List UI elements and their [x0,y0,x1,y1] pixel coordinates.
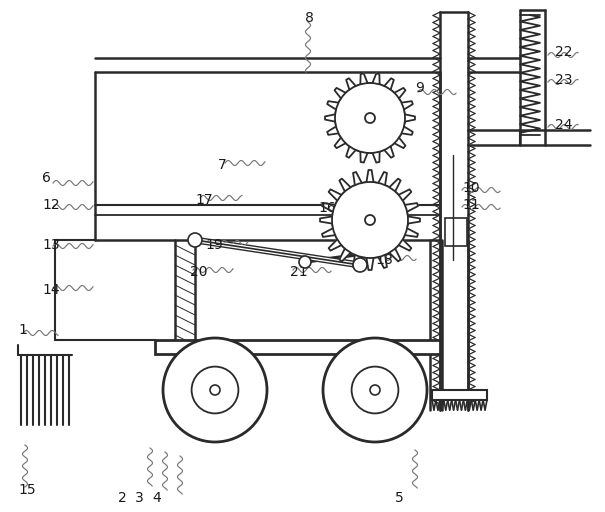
Text: 17: 17 [195,193,212,207]
Circle shape [363,111,377,125]
Circle shape [370,385,380,395]
Text: 5: 5 [395,491,404,505]
Circle shape [323,338,427,442]
Circle shape [299,256,311,268]
Circle shape [332,182,408,258]
Polygon shape [325,73,415,163]
Circle shape [365,113,375,123]
Circle shape [353,258,367,272]
Text: 7: 7 [218,158,227,172]
Text: 18: 18 [375,253,393,267]
Text: 22: 22 [555,45,572,59]
Circle shape [352,367,399,413]
Text: 2: 2 [118,491,127,505]
Text: 19: 19 [205,238,223,252]
Text: 21: 21 [290,265,307,279]
Bar [445,218,467,246]
Circle shape [192,367,238,413]
Text: 3: 3 [135,491,144,505]
Text: 15: 15 [18,483,36,497]
Text: 24: 24 [555,118,572,132]
Bar [432,390,487,400]
Circle shape [365,215,375,225]
Text: 11: 11 [462,198,480,212]
Text: 1: 1 [18,323,27,337]
Circle shape [210,385,220,395]
Circle shape [188,233,202,247]
Circle shape [363,213,377,227]
Text: 14: 14 [42,283,60,297]
Circle shape [335,83,405,153]
Circle shape [163,338,267,442]
Text: 23: 23 [555,73,572,87]
Text: 13: 13 [42,238,60,252]
Text: 8: 8 [305,11,314,25]
Text: 9: 9 [415,81,424,95]
Polygon shape [320,170,420,270]
Text: 20: 20 [190,265,208,279]
Text: 12: 12 [42,198,60,212]
Text: 16: 16 [318,201,336,215]
Text: 10: 10 [462,181,480,195]
Bar [155,340,440,354]
Text: 4: 4 [152,491,161,505]
Text: 6: 6 [42,171,51,185]
